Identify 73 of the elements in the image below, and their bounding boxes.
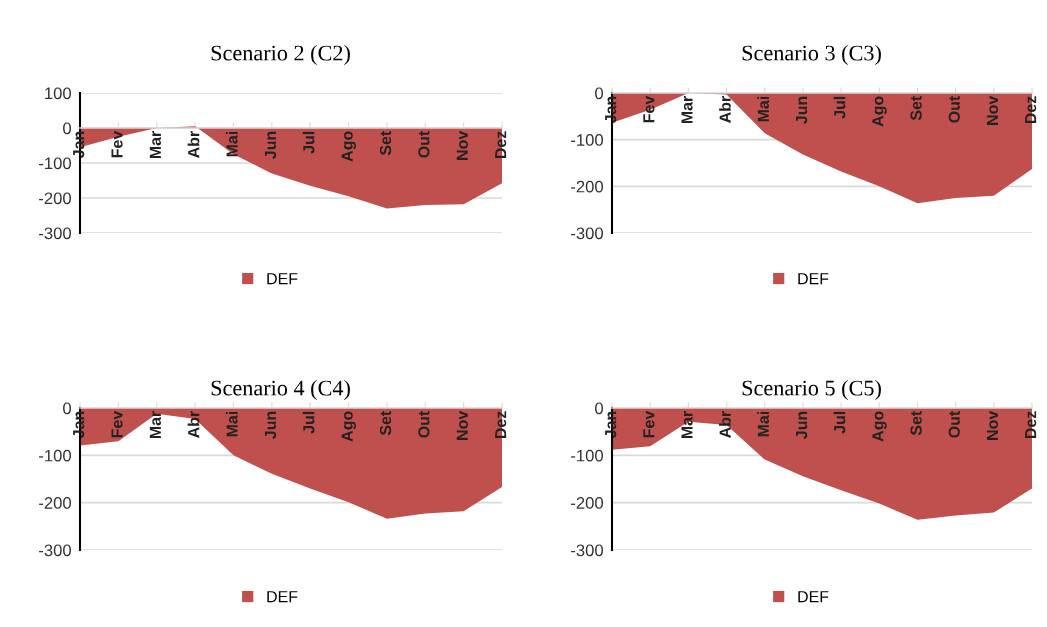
x-tick-label: Mar bbox=[149, 131, 162, 159]
x-tick-label: Jan bbox=[73, 131, 85, 159]
y-tick-label: -100 bbox=[571, 449, 604, 462]
y-tick-label: 0 bbox=[595, 87, 604, 100]
x-tick-label: Jul bbox=[302, 411, 315, 434]
x-tick-label: Out bbox=[418, 410, 430, 438]
legend-label: DEF bbox=[267, 273, 298, 285]
legend-label: DEF bbox=[798, 273, 829, 285]
y-tick-label: -300 bbox=[39, 544, 72, 557]
x-tick-label: Mar bbox=[149, 411, 162, 439]
x-tick-label: Out bbox=[418, 130, 430, 158]
chart-title: Scenario 5 (C5) bbox=[742, 379, 881, 401]
x-tick-label: Dez bbox=[1025, 96, 1037, 124]
x-tick-label: Jun bbox=[796, 96, 808, 124]
x-tick-label: Out bbox=[948, 410, 960, 438]
y-tick-label: -200 bbox=[571, 180, 604, 193]
chart-title: Scenario 2 (C2) bbox=[211, 44, 350, 66]
chart-title: Scenario 3 (C3) bbox=[742, 44, 881, 66]
x-tick-label: Jan bbox=[605, 411, 617, 439]
x-tick-label: Jun bbox=[264, 411, 277, 439]
x-tick-label: Mai bbox=[226, 411, 238, 437]
chart-title: Scenario 4 (C4) bbox=[211, 379, 350, 401]
y-tick-label: 0 bbox=[63, 402, 72, 415]
x-tick-label: Jul bbox=[833, 411, 846, 434]
x-tick-label: Ago bbox=[872, 96, 887, 127]
x-tick-label: Dez bbox=[495, 131, 507, 159]
x-tick-label: Jan bbox=[605, 96, 617, 124]
x-tick-label: Jun bbox=[796, 411, 808, 439]
x-tick-label: Abr bbox=[719, 96, 731, 123]
x-tick-label: Set bbox=[910, 410, 922, 436]
x-tick-label: Set bbox=[379, 410, 392, 436]
x-tick-label: Fev bbox=[643, 95, 655, 123]
x-tick-label: Nov bbox=[986, 410, 999, 440]
x-tick-label: Jul bbox=[833, 96, 846, 119]
x-tick-label: Abr bbox=[187, 131, 200, 158]
x-tick-label: Nov bbox=[456, 130, 468, 160]
x-tick-label: Fev bbox=[111, 130, 123, 158]
y-tick-label: -200 bbox=[39, 497, 72, 509]
y-tick-label: 0 bbox=[595, 402, 604, 415]
x-tick-label: Ago bbox=[872, 411, 887, 442]
x-tick-label: Fev bbox=[111, 410, 123, 438]
y-tick-label: -100 bbox=[571, 134, 604, 146]
y-tick-label: -200 bbox=[39, 192, 72, 205]
x-tick-label: Abr bbox=[187, 411, 200, 438]
x-tick-label: Set bbox=[910, 95, 922, 121]
x-tick-label: Mar bbox=[681, 411, 693, 439]
x-tick-label: Abr bbox=[719, 411, 731, 438]
legend-label: DEF bbox=[267, 591, 298, 603]
x-tick-label: Out bbox=[948, 95, 960, 123]
x-tick-label: Ago bbox=[341, 131, 356, 162]
x-tick-label: Mai bbox=[757, 96, 770, 122]
y-tick-label: -300 bbox=[571, 544, 604, 557]
y-tick-label: -100 bbox=[39, 157, 72, 170]
x-tick-label: Dez bbox=[1025, 411, 1037, 439]
x-tick-label: Mar bbox=[681, 96, 693, 124]
x-tick-label: Fev bbox=[643, 410, 655, 438]
x-tick-label: Nov bbox=[986, 95, 999, 125]
y-tick-label: 0 bbox=[63, 122, 72, 135]
y-tick-label: -300 bbox=[571, 227, 604, 240]
x-tick-label: Nov bbox=[456, 410, 468, 440]
y-tick-label: -100 bbox=[39, 449, 72, 462]
x-tick-label: Dez bbox=[495, 411, 507, 439]
x-tick-label: Mai bbox=[757, 411, 770, 437]
y-tick-label: 100 bbox=[45, 87, 72, 100]
x-tick-label: Jun bbox=[264, 131, 277, 159]
x-tick-label: Jul bbox=[302, 131, 315, 154]
x-tick-label: Mai bbox=[226, 131, 238, 157]
x-tick-label: Jan bbox=[73, 411, 85, 439]
y-tick-label: -200 bbox=[571, 497, 604, 509]
legend-label: DEF bbox=[798, 591, 829, 603]
x-tick-label: Set bbox=[379, 130, 392, 156]
y-tick-label: -300 bbox=[39, 227, 72, 240]
x-tick-label: Ago bbox=[341, 411, 356, 442]
